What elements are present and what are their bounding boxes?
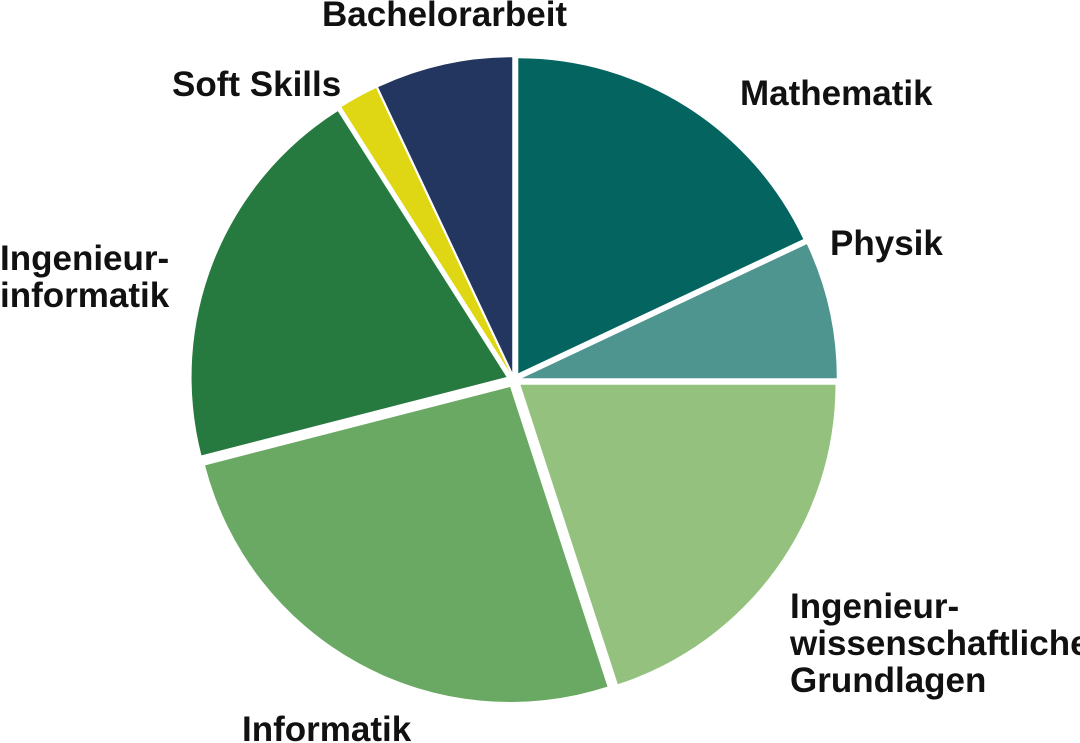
slice-label-1: Physik: [830, 224, 943, 263]
slice-label-4: Ingenieur-informatik: [0, 239, 170, 315]
slice-label-6: Bachelorarbeit: [322, 0, 567, 34]
pie-slice-6: [378, 57, 513, 373]
pie-slice-4: [191, 111, 507, 456]
pie-slices: [191, 57, 837, 703]
slice-label-line: Bachelorarbeit: [322, 0, 567, 34]
pie-slice-2: [520, 384, 836, 685]
pie-slice-1: [521, 244, 837, 379]
pie-slice-3: [205, 387, 608, 703]
slice-label-5: Soft Skills: [172, 65, 341, 104]
pie-slice-0: [518, 58, 804, 374]
slice-label-2: Ingenieur-wissenschaftliche Grundlagen: [789, 587, 1080, 700]
slice-label-line: Mathematik: [740, 74, 933, 113]
slice-label-line: Physik: [830, 224, 943, 263]
slice-label-3: Informatik: [242, 710, 412, 743]
slice-label-line: Informatik: [242, 710, 412, 743]
slice-label-line: Grundlagen: [790, 661, 986, 700]
slice-label-line: informatik: [0, 276, 170, 315]
slice-label-line: Ingenieur-: [0, 239, 169, 278]
slice-label-0: Mathematik: [740, 74, 933, 113]
pie-slice-5: [341, 87, 511, 373]
slice-label-line: wissenschaftliche: [789, 624, 1080, 663]
slice-label-line: Ingenieur-: [790, 587, 959, 626]
slice-label-line: Soft Skills: [172, 65, 341, 104]
